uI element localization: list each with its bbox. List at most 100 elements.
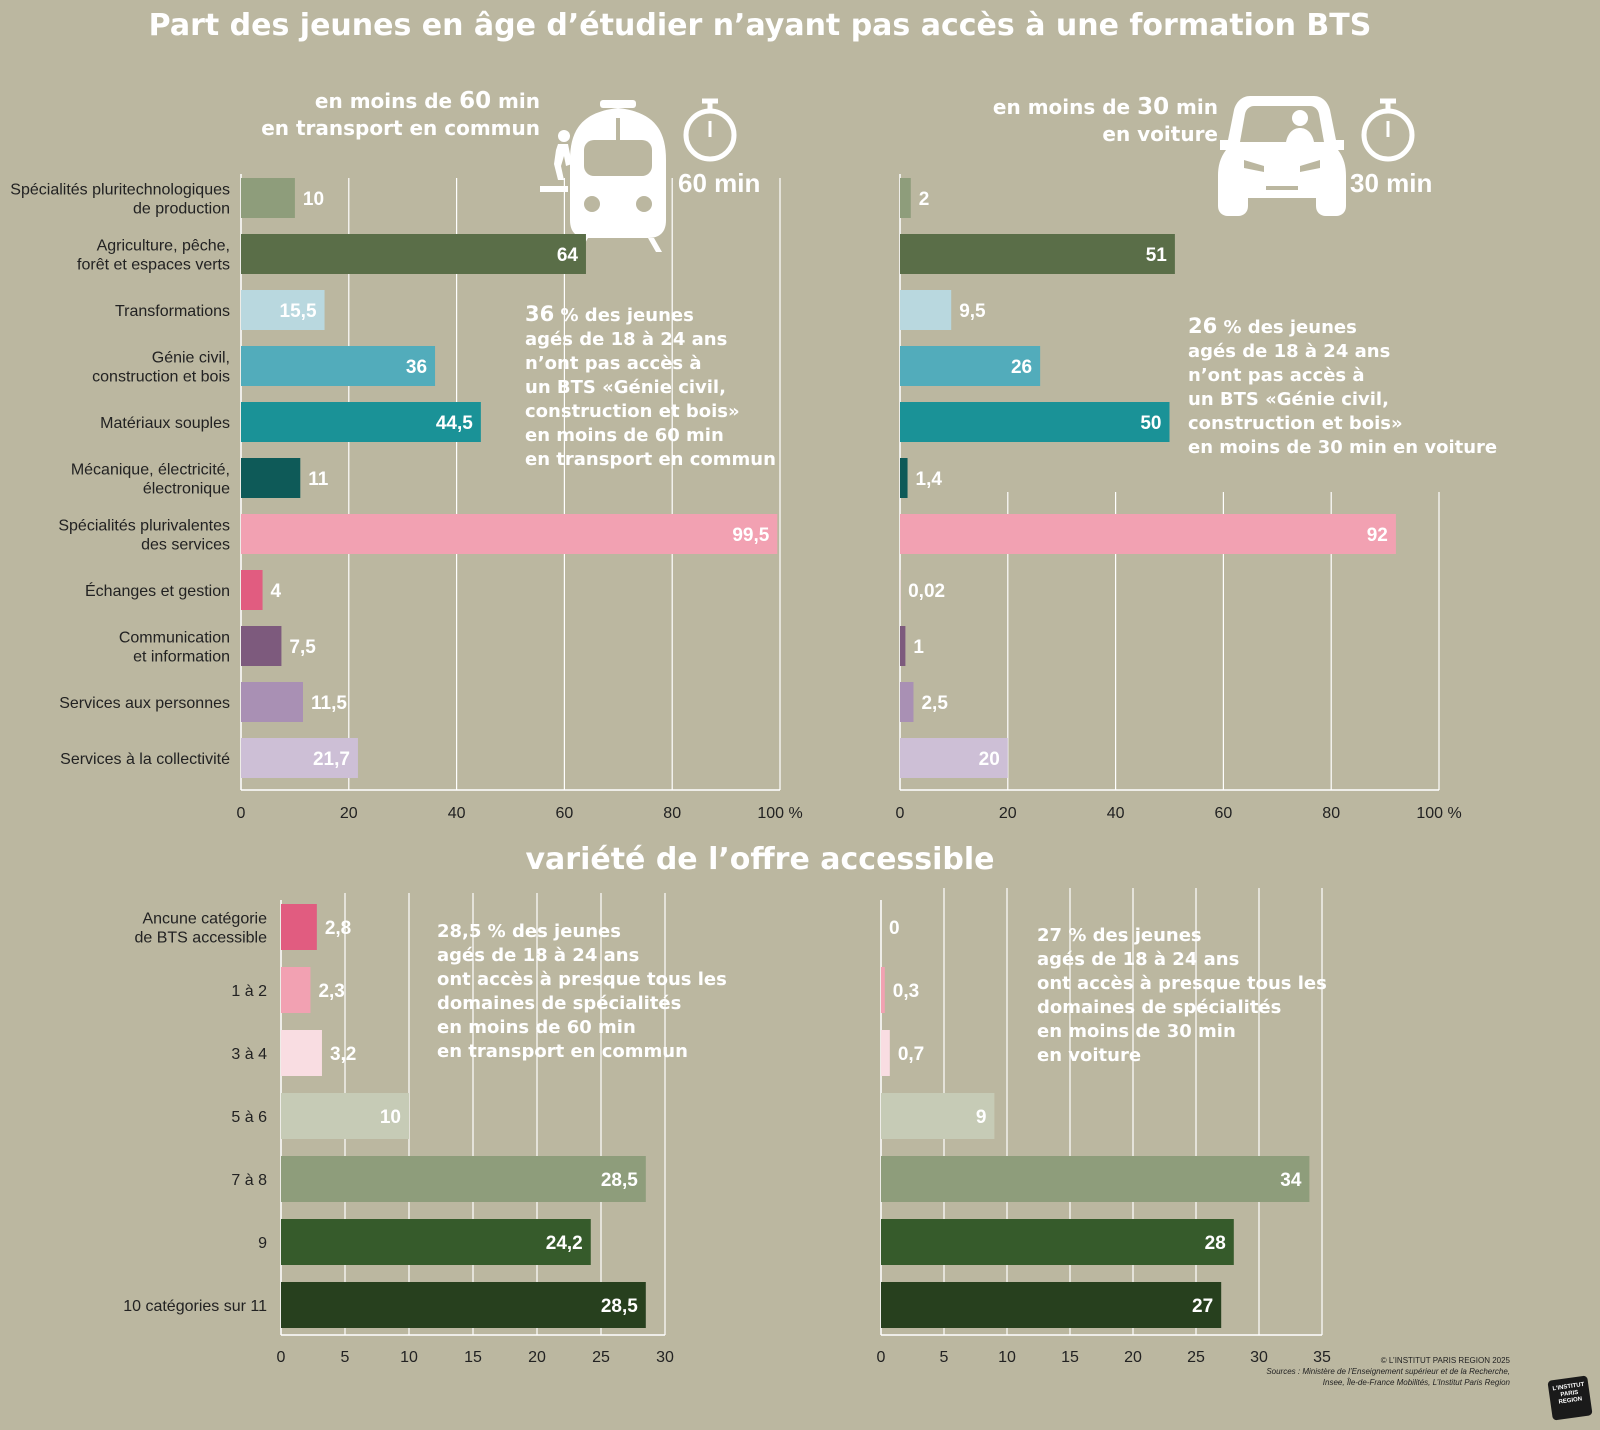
institut-logo: L’INSTITUT PARIS REGION: [1547, 1375, 1593, 1421]
tick-label: 10: [400, 1349, 418, 1366]
bar: [900, 346, 1041, 386]
tick-label: 20: [340, 805, 358, 822]
right-annotation-rest: % des jeunes agés de 18 à 24 ans n’ont p…: [1188, 317, 1498, 458]
bar: [241, 682, 303, 722]
tick-label: 15: [464, 1349, 482, 1366]
bar: [241, 570, 263, 610]
data-label: 34: [1280, 1170, 1302, 1191]
data-label: 11: [308, 469, 329, 490]
tick-label: 25: [1187, 1349, 1205, 1366]
right-annotation: 26 % des jeunes agés de 18 à 24 ans n’on…: [1188, 314, 1508, 460]
right-header-post: min: [1169, 95, 1218, 119]
tick-label: 20: [999, 805, 1017, 822]
bar: [900, 514, 1396, 554]
bar: [881, 1282, 1222, 1328]
data-label: 1: [913, 637, 924, 658]
bar: [241, 402, 481, 442]
car-icon: [1218, 96, 1346, 216]
bar: [881, 967, 885, 1013]
bar: [900, 402, 1170, 442]
data-label: 0,3: [893, 981, 919, 1002]
bar: [900, 290, 952, 330]
bar: [900, 178, 911, 218]
tick-label: 25: [592, 1349, 610, 1366]
train-icon: [570, 100, 666, 252]
bar: [900, 234, 1175, 274]
tick-label: 40: [448, 805, 466, 822]
bar: [281, 967, 311, 1013]
category-label: 7 à 8: [231, 1172, 267, 1189]
bar: [881, 1030, 890, 1076]
category-label: Services aux personnes: [59, 695, 230, 712]
data-label: 50: [1140, 413, 1161, 434]
left-header-post: min: [491, 89, 540, 113]
data-label: 0,02: [908, 581, 945, 602]
tick-label: 100 %: [757, 805, 802, 822]
data-label: 4: [271, 581, 282, 602]
stopwatch-icon-right: [1361, 98, 1415, 162]
chart-variety-car: 0 5 10 15 20 25 30 35 0 0,3 0,7 9 34 28 27: [877, 888, 1331, 1366]
data-label: 44,5: [436, 413, 473, 434]
data-label: 24,2: [546, 1233, 583, 1254]
footer-sources-1: Sources : Ministère de l’Enseignement su…: [1266, 1367, 1510, 1376]
tick-label: 60: [556, 805, 574, 822]
left-annotation: 36 % des jeunes agés de 18 à 24 ans n’on…: [525, 302, 805, 472]
left-annotation-rest: % des jeunes agés de 18 à 24 ans n’ont p…: [525, 305, 776, 470]
tick-label: 30: [1250, 1349, 1268, 1366]
bar: [900, 626, 906, 666]
bar: [900, 682, 914, 722]
data-label: 27: [1192, 1296, 1213, 1317]
data-label: 28,5: [601, 1296, 638, 1317]
data-label: 20: [979, 749, 1000, 770]
main-title: Part des jeunes en âge d’étudier n’ayant…: [148, 8, 1372, 43]
bar: [241, 346, 436, 386]
bar: [241, 234, 586, 274]
bar: [881, 1219, 1234, 1265]
tick-label: 40: [1107, 805, 1125, 822]
bar: [281, 1093, 409, 1139]
data-label: 26: [1011, 357, 1032, 378]
pedestrian-icon: [540, 130, 572, 192]
data-label: 9,5: [959, 301, 986, 322]
bar: [900, 458, 908, 498]
bar: [241, 738, 358, 778]
data-label: 2,3: [318, 981, 344, 1002]
data-label: 28: [1205, 1233, 1226, 1254]
category-label: Communication et information: [119, 630, 230, 666]
tick-label: 0: [877, 1349, 886, 1366]
data-label: 10: [303, 189, 324, 210]
bar: [881, 1093, 995, 1139]
tick-label: 80: [1322, 805, 1340, 822]
tick-label: 100 %: [1416, 805, 1461, 822]
data-label: 2: [919, 189, 930, 210]
left-header: en moins de 60 min en transport en commu…: [220, 88, 540, 142]
footer: © L’INSTITUT PARIS REGION 2025 Sources :…: [1266, 1355, 1510, 1388]
bar: [281, 1030, 322, 1076]
category-label: Génie civil, construction et bois: [92, 350, 230, 386]
category-label: 1 à 2: [231, 983, 267, 1000]
data-label: 15,5: [280, 301, 317, 322]
data-label: 7,5: [289, 637, 316, 658]
right-header-num: 30: [1137, 94, 1170, 120]
right-header: en moins de 30 min en voiture: [900, 94, 1218, 148]
tick-label: 35: [1313, 1349, 1331, 1366]
left-header-num: 60: [459, 88, 492, 114]
data-label: 28,5: [601, 1170, 638, 1191]
bar: [241, 458, 301, 498]
tick-label: 0: [277, 1349, 286, 1366]
sub-title: variété de l’offre accessible: [525, 842, 995, 877]
category-label: Échanges et gestion: [85, 581, 230, 600]
data-label: 11,5: [311, 693, 347, 714]
data-label: 1,4: [916, 469, 943, 490]
tick-label: 20: [528, 1349, 546, 1366]
tick-label: 60: [1215, 805, 1233, 822]
bottom-right-annotation: 27 % des jeunes agés de 18 à 24 ans ont …: [1037, 925, 1327, 1066]
left-minutes-badge: 60 min: [678, 168, 761, 198]
right-header-pre: en moins de: [992, 95, 1138, 119]
bar: [281, 1282, 646, 1328]
left-annotation-big: 36: [525, 302, 555, 326]
data-label: 92: [1367, 525, 1388, 546]
bar: [241, 514, 778, 554]
category-label: Matériaux souples: [100, 415, 230, 432]
